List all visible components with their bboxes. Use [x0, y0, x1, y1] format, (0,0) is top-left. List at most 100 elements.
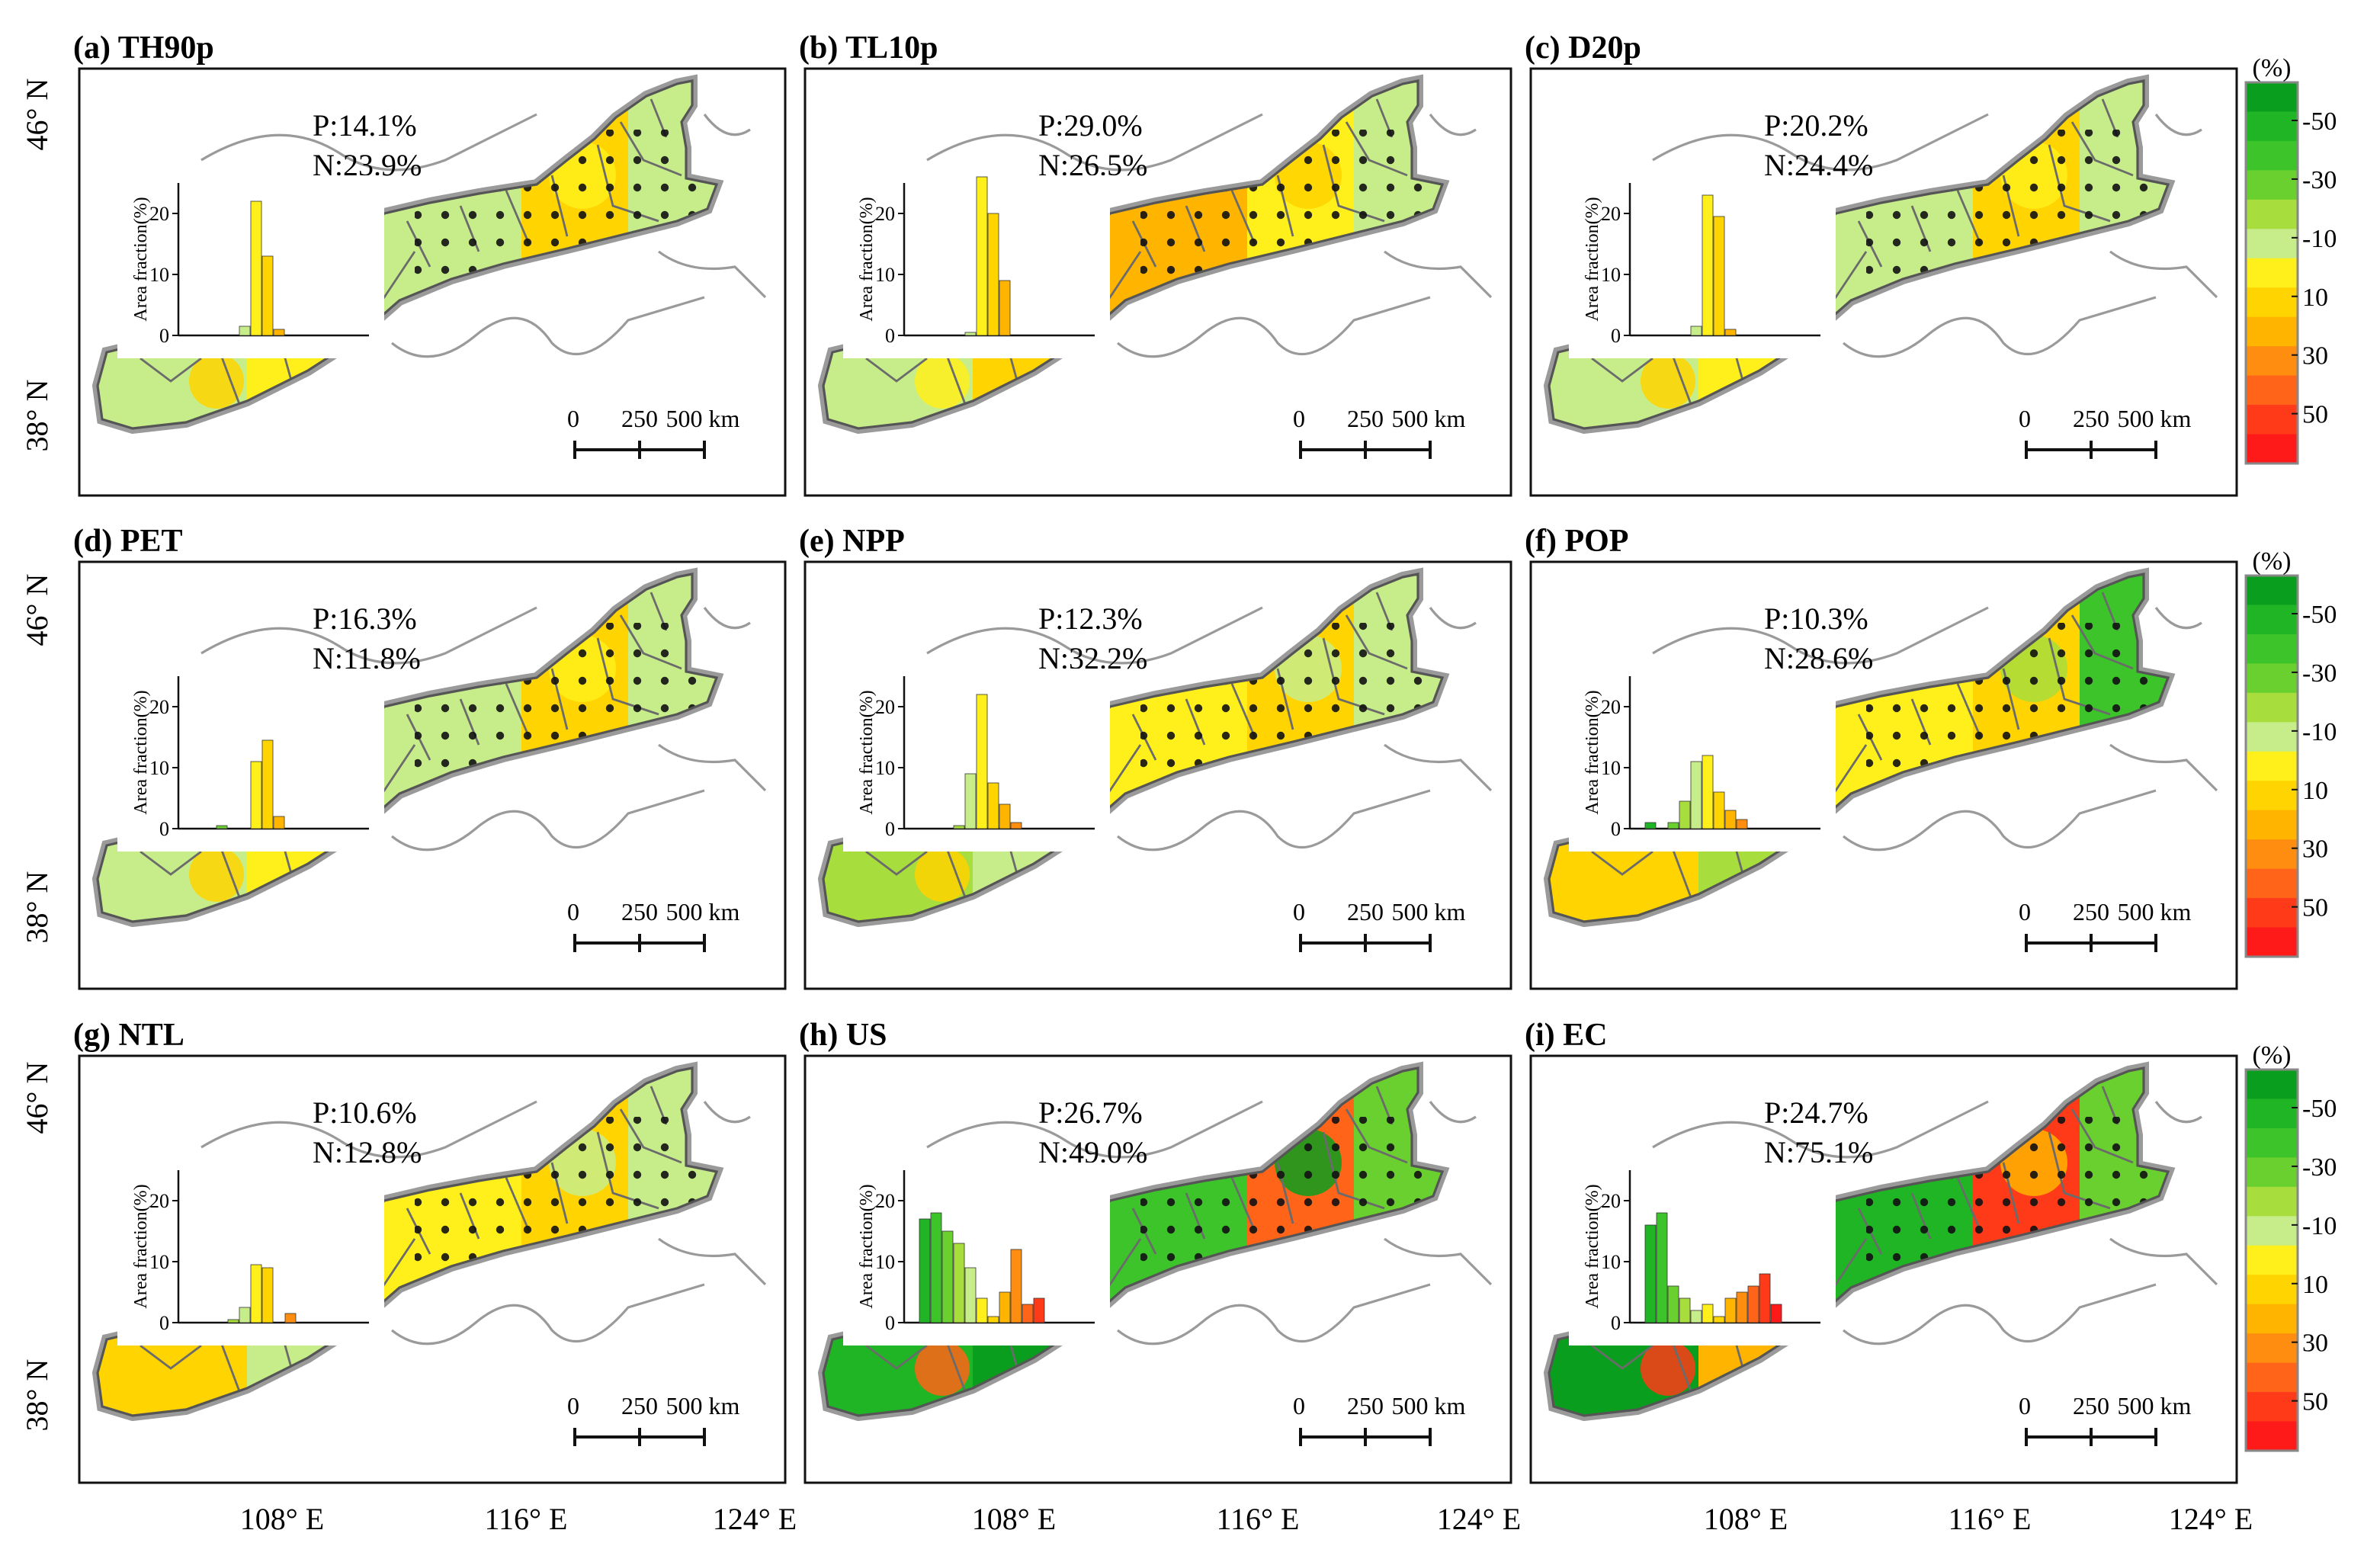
- colorbar-swatch: [2246, 751, 2298, 781]
- region-patch: [1641, 1341, 1695, 1396]
- inset-tick-label: 20: [1601, 696, 1621, 718]
- histogram-bar: [999, 280, 1011, 336]
- colorbar-swatch: [2246, 199, 2298, 229]
- inset-ylabel: Area fraction(%): [1583, 197, 1602, 321]
- scale-label: 500 km: [666, 898, 740, 925]
- colorbar-swatch: [2246, 1157, 2298, 1188]
- histogram-bar: [250, 200, 262, 336]
- scale-label: 250: [2073, 898, 2109, 925]
- colorbar: (%) -50 -30 -10 10 30 50: [2244, 1041, 2337, 1452]
- inset-tick-label: 20: [149, 203, 169, 225]
- scale-label: 0: [567, 898, 579, 925]
- colorbar-swatch: [2246, 605, 2298, 635]
- panel-title: (d) PET: [73, 524, 183, 559]
- histogram-bar: [1656, 1212, 1668, 1323]
- histogram-bar: [261, 1267, 274, 1323]
- colorbar-swatch: [2246, 405, 2298, 435]
- histogram-bar: [1736, 819, 1748, 829]
- colorbar-unit: (%): [2253, 54, 2292, 82]
- colorbar-swatch: [2246, 258, 2298, 288]
- histogram-bar: [1033, 1297, 1045, 1323]
- histogram-bar: [250, 761, 262, 829]
- colorbar-tick-label: -10: [2302, 1212, 2337, 1240]
- p-label: P:12.3%: [1038, 601, 1143, 636]
- histogram-bar: [1644, 822, 1657, 829]
- region-patch: [189, 1341, 244, 1396]
- p-label: P:24.7%: [1764, 1095, 1868, 1130]
- inset-tick-label: 0: [1611, 1312, 1621, 1334]
- panel-9: (i) ECP:24.7%N:75.1%0 250 500 km01020Area …: [1525, 1018, 2238, 1484]
- colorbar-tick-label: -50: [2302, 1095, 2337, 1123]
- inset-tick-label: 10: [875, 264, 895, 286]
- scale-label: 250: [1347, 405, 1384, 432]
- colorbar-swatch: [2246, 1333, 2298, 1364]
- scale-bar: 0 250 500 km: [567, 405, 740, 459]
- colorbar-tick-label: -30: [2302, 659, 2337, 688]
- scale-label: 250: [1347, 1392, 1384, 1419]
- colorbar-swatch: [2246, 898, 2298, 929]
- histogram-bar: [216, 825, 228, 829]
- region-patch: [915, 1341, 970, 1396]
- x-tick-108e-col2: 108° E: [972, 1502, 1056, 1536]
- scale-label: 250: [2073, 1392, 2109, 1419]
- scale-label: 0: [567, 405, 579, 432]
- region-patch: [1641, 354, 1695, 409]
- histogram-bar: [941, 1230, 954, 1323]
- colorbar-swatch: [2246, 868, 2298, 899]
- inset-tick-label: 0: [159, 1312, 169, 1334]
- y-tick-46n-row3: 46° N: [20, 1062, 54, 1134]
- histogram-bar: [1644, 1224, 1657, 1323]
- inset-ylabel: Area fraction(%): [131, 1184, 151, 1308]
- histogram-bar: [1679, 800, 1691, 829]
- scale-bar: 0 250 500 km: [567, 898, 740, 952]
- scale-label: 250: [2073, 405, 2109, 432]
- colorbar-tick-label: -10: [2302, 225, 2337, 253]
- histogram-bar: [1759, 1273, 1771, 1323]
- colorbar-swatch: [2246, 1421, 2298, 1451]
- colorbar-swatch: [2246, 346, 2298, 377]
- inset-tick-label: 10: [1601, 757, 1621, 779]
- inset-tick-label: 10: [1601, 264, 1621, 286]
- scale-label: 500 km: [1392, 898, 1466, 925]
- colorbar-border: [2244, 1068, 2299, 1452]
- colorbar-swatch: [2246, 1245, 2298, 1275]
- y-tick-38n-row2: 38° N: [20, 871, 54, 944]
- histogram-bar: [1667, 1285, 1679, 1323]
- histogram-bar: [1667, 822, 1679, 829]
- colorbar-swatch: [2246, 1127, 2298, 1158]
- p-label: P:14.1%: [313, 108, 417, 143]
- p-label: P:29.0%: [1038, 108, 1143, 143]
- colorbar-swatch: [2246, 692, 2298, 723]
- panel-title: (h) US: [799, 1018, 887, 1053]
- inset-ylabel: Area fraction(%): [1583, 690, 1602, 814]
- histogram-bar: [1022, 1304, 1034, 1323]
- region-patch: [189, 354, 244, 409]
- inset-ylabel: Area fraction(%): [857, 1184, 877, 1308]
- p-label: P:16.3%: [313, 601, 417, 636]
- colorbar-tick-label: 10: [2302, 1271, 2328, 1299]
- x-tick-108e-col3: 108° E: [1704, 1502, 1788, 1536]
- scale-label: 250: [621, 898, 658, 925]
- colorbar-swatch: [2246, 434, 2298, 464]
- histogram-bar: [250, 1264, 262, 1323]
- y-tick-46n-row2: 46° N: [20, 574, 54, 646]
- panel-title: (e) NPP: [799, 524, 905, 559]
- p-label: P:26.7%: [1038, 1095, 1143, 1130]
- inset-tick-label: 10: [875, 1251, 895, 1273]
- scale-label: 250: [621, 405, 658, 432]
- colorbar-tick-label: 30: [2302, 1329, 2328, 1358]
- histogram-bar: [1713, 791, 1725, 829]
- histogram-bar: [1690, 761, 1702, 829]
- scale-label: 250: [1347, 898, 1384, 925]
- colorbar-swatch: [2246, 576, 2298, 605]
- colorbar-tick-label: 10: [2302, 284, 2328, 312]
- inset-tick-label: 20: [875, 696, 895, 718]
- scale-label: 500 km: [1392, 1392, 1466, 1419]
- histogram-bar: [1702, 1304, 1714, 1323]
- scale-bar: 0 250 500 km: [2019, 1392, 2192, 1446]
- inset-tick-label: 10: [149, 1251, 169, 1273]
